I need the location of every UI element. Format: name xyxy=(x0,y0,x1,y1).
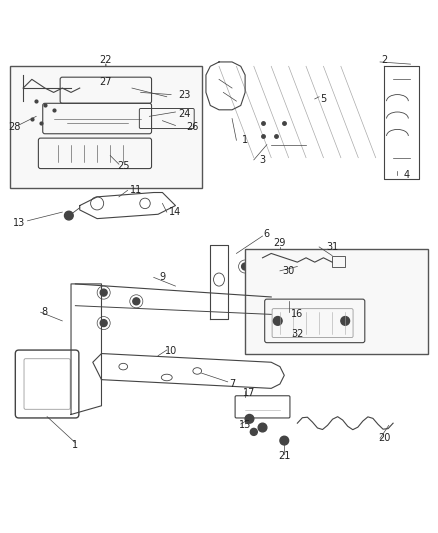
Text: 26: 26 xyxy=(187,122,199,132)
Bar xyxy=(332,256,345,266)
Bar xyxy=(245,249,428,353)
Circle shape xyxy=(100,289,107,296)
Text: 14: 14 xyxy=(170,207,182,217)
Text: 13: 13 xyxy=(13,218,25,228)
Text: 15: 15 xyxy=(239,421,251,430)
Text: 23: 23 xyxy=(178,90,191,100)
Circle shape xyxy=(251,429,257,435)
Text: 29: 29 xyxy=(274,238,286,247)
Text: 2: 2 xyxy=(381,55,388,65)
Circle shape xyxy=(341,317,350,325)
Text: 30: 30 xyxy=(283,266,295,276)
Circle shape xyxy=(258,423,267,432)
Text: 24: 24 xyxy=(178,109,191,119)
Text: 27: 27 xyxy=(99,77,112,86)
Text: 1: 1 xyxy=(72,440,78,450)
Circle shape xyxy=(245,415,254,423)
Circle shape xyxy=(273,317,282,325)
Text: 6: 6 xyxy=(264,229,270,239)
Text: 16: 16 xyxy=(291,309,304,319)
Text: 21: 21 xyxy=(278,451,290,461)
Text: 32: 32 xyxy=(291,329,304,339)
Text: 3: 3 xyxy=(259,155,265,165)
Text: 11: 11 xyxy=(130,185,142,195)
Bar xyxy=(10,66,201,188)
Text: 22: 22 xyxy=(99,55,112,65)
Circle shape xyxy=(280,436,289,445)
Text: 5: 5 xyxy=(320,94,327,104)
Text: 4: 4 xyxy=(403,170,409,180)
Circle shape xyxy=(242,263,249,270)
Circle shape xyxy=(100,320,107,327)
Text: 20: 20 xyxy=(378,433,391,443)
Circle shape xyxy=(64,211,73,220)
Text: 17: 17 xyxy=(243,387,256,398)
Circle shape xyxy=(133,298,140,305)
Text: 10: 10 xyxy=(165,346,177,357)
Text: 28: 28 xyxy=(8,122,21,132)
Text: 8: 8 xyxy=(42,307,48,317)
Text: 9: 9 xyxy=(159,272,166,282)
Circle shape xyxy=(259,306,266,313)
Text: 7: 7 xyxy=(229,379,235,389)
Text: 25: 25 xyxy=(117,161,130,172)
Text: 1: 1 xyxy=(242,135,248,146)
Text: 31: 31 xyxy=(326,242,338,252)
